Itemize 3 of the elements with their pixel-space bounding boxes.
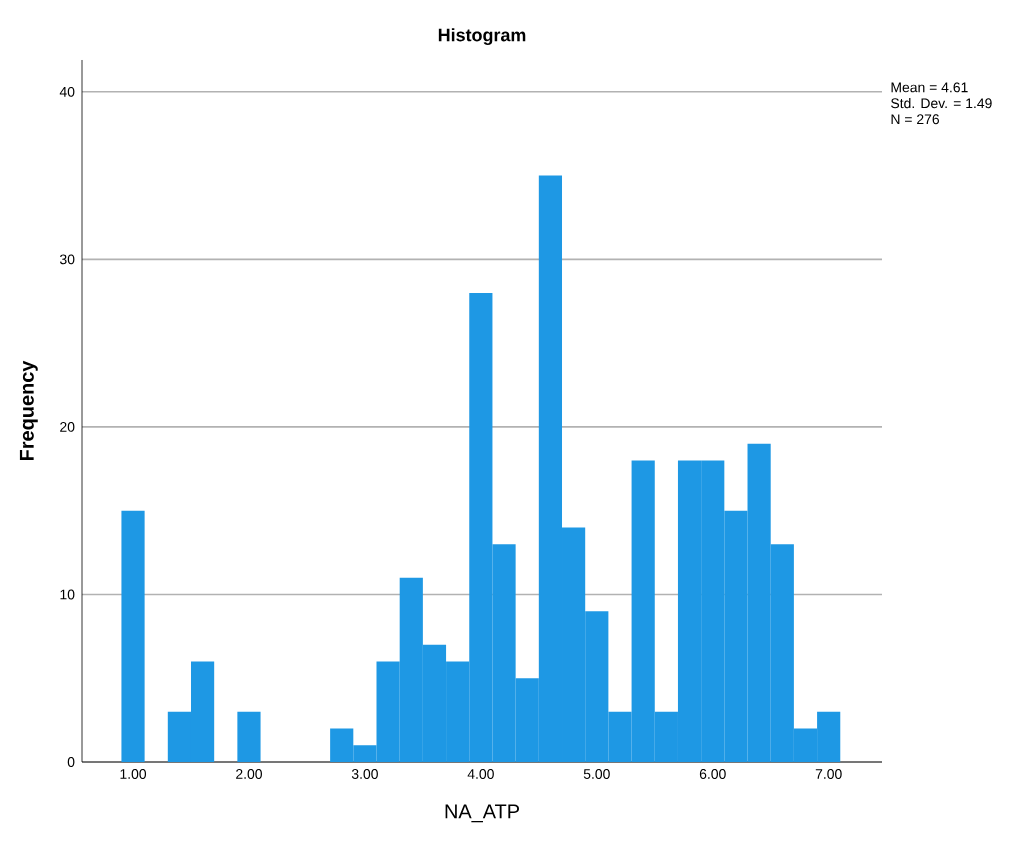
x-axis-title: NA_ATP: [445, 804, 519, 823]
y-axis-title: Frequency: [19, 360, 38, 461]
chart-title: Histogram: [438, 28, 526, 46]
